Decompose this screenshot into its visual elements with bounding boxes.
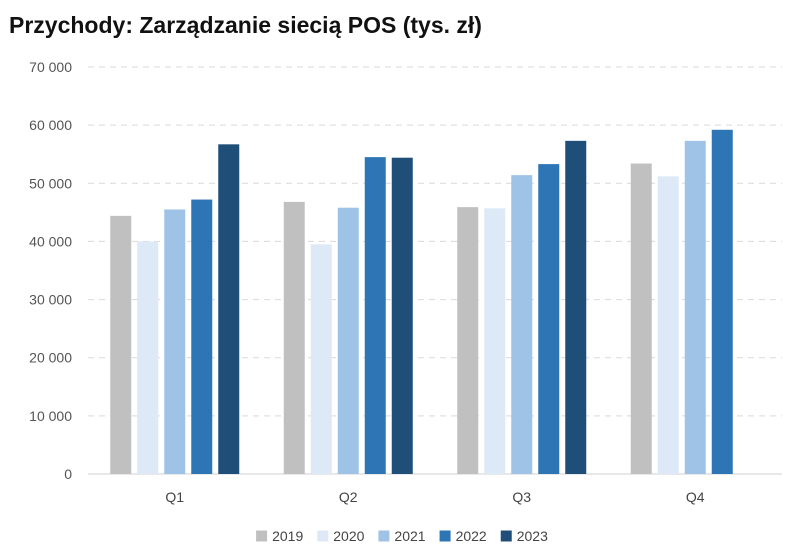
legend-swatch: [317, 530, 329, 542]
bar-q2-2023: [391, 157, 413, 474]
x-category-label: Q4: [686, 489, 705, 505]
bar-q2-2020: [310, 244, 332, 474]
bar-q1-2021: [164, 209, 186, 474]
x-category-label: Q2: [339, 489, 358, 505]
bar-q1-2023: [218, 144, 240, 474]
y-tick-label: 70 000: [29, 59, 72, 75]
bar-q2-2019: [283, 201, 305, 475]
y-tick-label: 10 000: [29, 408, 72, 424]
y-tick-label: 50 000: [29, 175, 72, 191]
legend-item-2019: 2019: [256, 528, 303, 544]
bar-q1-2019: [110, 215, 132, 475]
legend-item-2023: 2023: [500, 528, 548, 544]
bar-q2-2021: [337, 207, 359, 474]
bar-q3-2023: [565, 140, 587, 474]
x-axis: Q1 Q2 Q3 Q4: [165, 489, 704, 505]
y-axis: 0 10 000 20 000 30 000 40 000 50 000 60 000 70 …: [29, 59, 72, 482]
x-category-label: Q1: [165, 489, 184, 505]
legend-label: 2023: [517, 528, 548, 544]
bar-q3-2021: [511, 175, 533, 474]
legend-label: 2020: [333, 528, 364, 544]
bar-q3-2019: [457, 207, 479, 475]
legend-label: 2021: [394, 528, 425, 544]
bar-q3-2022: [538, 164, 560, 474]
bar-q1-2022: [191, 199, 213, 474]
legend-item-2022: 2022: [439, 528, 487, 544]
legend-swatch: [439, 530, 451, 542]
legend-label: 2019: [272, 528, 303, 544]
bar-q3-2020: [484, 208, 506, 474]
bar-q4-2022: [711, 129, 733, 474]
legend: 2019 2020 2021 2022 2023: [256, 528, 548, 544]
legend-swatch: [378, 530, 390, 542]
bar-q1-2020: [137, 241, 159, 474]
bar-q2-2022: [364, 157, 386, 474]
chart-title: Przychody: Zarządzanie siecią POS (tys. …: [9, 12, 482, 38]
y-tick-label: 0: [64, 466, 72, 482]
bar-q4-2021: [684, 140, 706, 474]
y-tick-label: 30 000: [29, 292, 72, 308]
bars: [110, 129, 733, 475]
legend-label: 2022: [456, 528, 487, 544]
legend-item-2021: 2021: [378, 528, 426, 544]
y-tick-label: 20 000: [29, 350, 72, 366]
bar-q4-2020: [657, 176, 679, 474]
x-category-label: Q3: [512, 489, 531, 505]
bar-q4-2019: [630, 163, 652, 474]
legend-swatch: [500, 530, 512, 542]
y-tick-label: 60 000: [29, 117, 72, 133]
y-tick-label: 40 000: [29, 233, 72, 249]
legend-item-2020: 2020: [317, 528, 365, 544]
legend-swatch: [256, 530, 268, 542]
